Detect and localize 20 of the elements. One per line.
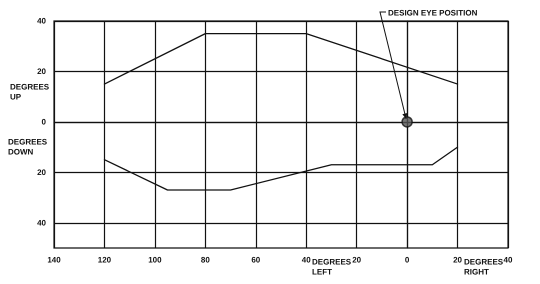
y-tick-label: 40 [37, 218, 47, 228]
y-tick-label: 20 [37, 168, 47, 177]
x-tick-label: 40 [302, 256, 312, 264]
text: DEGREES DOWN [8, 138, 48, 156]
y-tick-label: 40 [37, 16, 47, 26]
x-tick-label: 120 [98, 256, 112, 264]
x-tick-label: 40 [504, 256, 513, 264]
x-tick-label: 60 [251, 256, 261, 264]
annotation: DESIGN EYE POSITION [388, 8, 478, 18]
y-tick-label: 0 [42, 117, 47, 126]
y-tick-label: 20 [37, 66, 47, 76]
x-axis-title: DEGREES LEFT [312, 258, 352, 276]
y-axis-title: DEGREES UP [10, 82, 50, 102]
x-tick-label: 100 [148, 256, 162, 264]
text: DEGREES RIGHT [464, 258, 504, 276]
x-tick-label: 0 [404, 256, 410, 264]
x-tick-label: 20 [453, 256, 463, 264]
x-tick-label: 140 [47, 256, 62, 264]
x-tick-label: 20 [352, 256, 362, 264]
x-tick-label: 80 [200, 256, 210, 264]
